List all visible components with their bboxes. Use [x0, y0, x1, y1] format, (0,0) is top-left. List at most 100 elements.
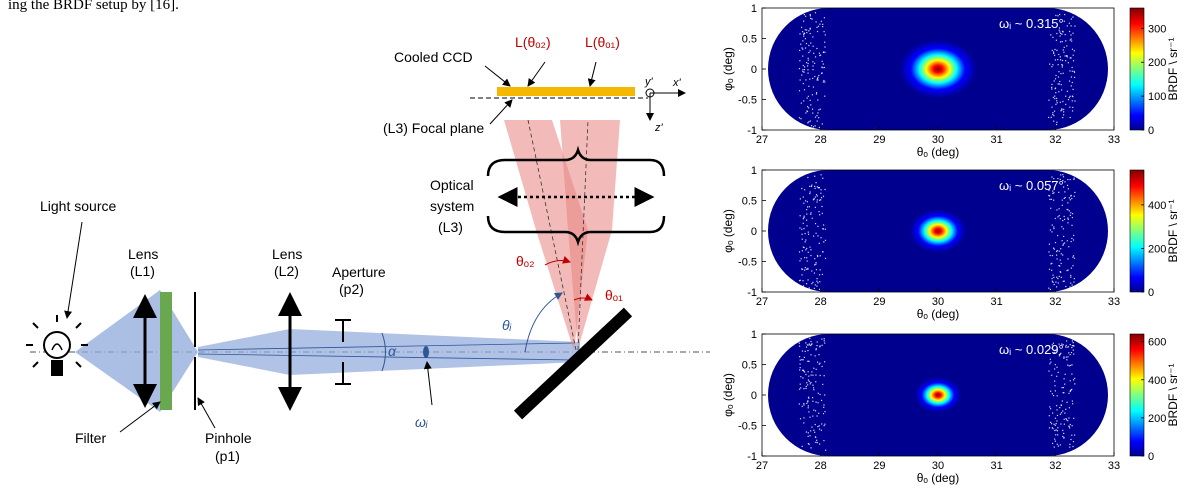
ccd-pointer [484, 65, 511, 87]
x-tick-label: 28 [815, 460, 827, 472]
colorbar-title: BRDF \ sr⁻¹ [1166, 364, 1180, 427]
heatmap-panel: 27 28 29 30 31 32 33 1 0.5 0 -0.5 -1 θₒ (deg) φₒ (deg… [721, 165, 1180, 321]
y-axis-title: φₒ (deg) [721, 373, 735, 417]
x-tick-label: 31 [991, 460, 1003, 472]
l-theta-o2-pointer [527, 61, 546, 87]
theta-o2-arc [544, 255, 571, 266]
y-tick-label: 0 [751, 390, 757, 402]
x-tick-label: 31 [991, 134, 1003, 146]
label-theta-o1: θₒ₁ [605, 287, 623, 303]
x-tick-label: 32 [1049, 134, 1061, 146]
label-optical-system-id: (L3) [438, 219, 463, 235]
colorbar-title: BRDF \ sr⁻¹ [1166, 38, 1180, 101]
y-tick-label: 0.5 [742, 196, 757, 208]
y-tick-label: 1 [751, 165, 757, 177]
x-tick-label: 27 [756, 296, 768, 308]
label-alpha: α [388, 343, 397, 359]
label-lens-l2: Lens [272, 246, 302, 262]
x-tick-label: 33 [1108, 134, 1120, 146]
x-tick-label: 31 [991, 296, 1003, 308]
cooled-ccd-sensor [497, 87, 635, 96]
brdf-peak [909, 209, 967, 253]
x-axis-title: θₒ (deg) [917, 145, 960, 159]
colorbar-tick-label: 300 [1148, 23, 1166, 35]
label-cooled-ccd: Cooled CCD [394, 49, 473, 65]
colorbar-tick-label: 0 [1148, 451, 1154, 463]
label-theta-i: θᵢ [502, 317, 512, 333]
speckle-noise [798, 173, 1076, 291]
colorbar-tick-label: 200 [1148, 243, 1166, 255]
y-tick-label: 0 [751, 226, 757, 238]
y-tick-label: 1 [751, 329, 757, 341]
colorbar-tick-label: 0 [1148, 287, 1154, 299]
label-axis-z: z' [654, 122, 664, 134]
label-axis-x: x' [672, 77, 682, 89]
colorbar-tick-label: 0 [1148, 125, 1154, 137]
colorbar-tick-label: 400 [1148, 200, 1166, 212]
brace-lower [486, 215, 666, 247]
theta-o1-arc [573, 293, 593, 301]
y-tick-label: 0 [751, 64, 757, 76]
heatmap-panel: 27 28 29 30 31 32 33 1 0.5 0 -0.5 -1 θₒ (deg) φₒ (deg… [721, 329, 1180, 485]
incident-solid-angle-label: ωᵢ ~ 0.029° [999, 342, 1064, 357]
y-tick-label: -0.5 [738, 257, 757, 269]
incident-solid-angle-label: ωᵢ ~ 0.315° [999, 16, 1064, 31]
beam-ray-lower [197, 353, 576, 361]
omega-i-pointer [423, 361, 433, 406]
x-tick-label: 32 [1049, 460, 1061, 472]
label-l-theta-o1: L(θₒ₁) [585, 34, 620, 50]
y-tick-label: -0.5 [738, 421, 757, 433]
x-tick-label: 29 [873, 296, 885, 308]
y-tick-label: 0.5 [742, 360, 757, 372]
label-aperture: Aperture [332, 264, 386, 280]
brace-upper [486, 145, 666, 177]
label-l-theta-o2: L(θₒ₂) [515, 34, 551, 50]
beam-reflected-o1 [560, 120, 620, 349]
x-tick-label: 30 [932, 460, 944, 472]
colorbar [1129, 169, 1145, 293]
x-tick-label: 28 [815, 134, 827, 146]
speckle-noise [798, 337, 1076, 452]
alpha-arc [381, 332, 386, 372]
label-lens-l1-id: (L1) [130, 263, 155, 279]
label-optical-system: Optical [430, 177, 474, 193]
x-tick-label: 29 [873, 134, 885, 146]
light-source-pointer [64, 221, 83, 319]
beam-l2-to-mirror [290, 329, 580, 375]
beam-pinhole-to-l2 [198, 329, 290, 375]
label-pinhole: Pinhole [205, 430, 252, 446]
colorbar [1129, 7, 1145, 131]
label-lens-l1: Lens [128, 246, 158, 262]
theta-i-arc [524, 292, 563, 353]
x-tick-label: 30 [932, 296, 944, 308]
filter-plate [160, 292, 172, 410]
light-bulb-icon [26, 315, 88, 376]
y-tick-label: -0.5 [738, 95, 757, 107]
colorbar-tick-label: 600 [1148, 337, 1166, 349]
sample-mirror [513, 307, 633, 420]
y-tick-label: -1 [747, 125, 757, 137]
label-axis-y: y' [644, 76, 654, 88]
brdf-setup-schematic: Light source Lens (L1) Filter Pinhole (p… [26, 34, 710, 464]
brdf-peak [914, 377, 962, 413]
omega-i-marker [423, 346, 429, 358]
beam-source-to-l1 [75, 290, 160, 412]
y-tick-label: -1 [747, 451, 757, 463]
colorbar-tick-label: 100 [1148, 91, 1166, 103]
label-lens-l2-id: (L2) [274, 263, 299, 279]
colorbar-title: BRDF \ sr⁻¹ [1166, 200, 1180, 263]
beam-ray-upper [197, 342, 576, 351]
x-tick-label: 33 [1108, 460, 1120, 472]
brdf-peak [899, 39, 977, 99]
label-focal-plane: (L3) Focal plane [383, 120, 484, 136]
pinhole-pointer [197, 397, 216, 429]
label-theta-o2: θₒ₂ [516, 253, 535, 269]
x-tick-label: 29 [873, 460, 885, 472]
x-tick-label: 30 [932, 134, 944, 146]
focal-plane-pointer [489, 99, 513, 125]
speckle-noise [798, 11, 1076, 129]
x-tick-label: 33 [1108, 296, 1120, 308]
label-aperture-id: (p2) [339, 281, 364, 297]
label-light-source: Light source [40, 198, 116, 214]
